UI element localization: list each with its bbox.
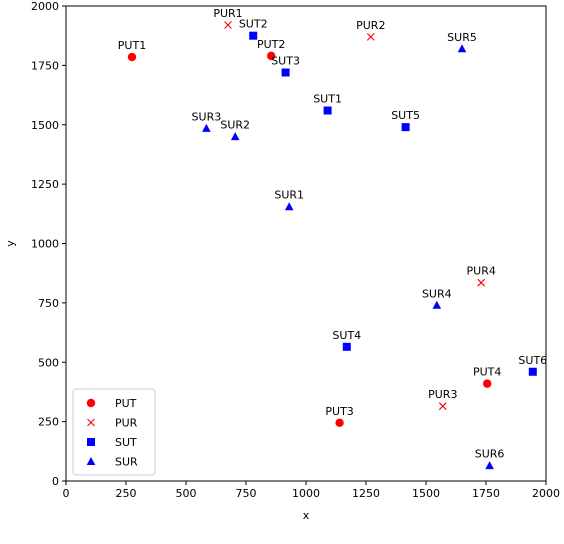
legend-box [72, 388, 156, 476]
point-labels: PUT1 PUT2 PUT3 PUT4 PUR1 PUR2 PUR3 PUR4 SUT1 SUT2… [118, 7, 547, 461]
point-label-sut6: SUT6 [518, 354, 547, 367]
legend-marker-put [86, 398, 96, 408]
data-point-pur2 [366, 32, 375, 41]
data-point-put2 [267, 51, 276, 61]
point-label-pur3: PUR3 [428, 388, 457, 401]
point-label-sur4: SUR4 [422, 287, 452, 300]
data-point-sur6 [485, 461, 494, 470]
data-point-sut4 [342, 342, 351, 351]
point-label-sut4: SUT4 [332, 329, 361, 342]
point-label-pur4: PUR4 [467, 265, 496, 278]
legend-marker-sur [86, 457, 96, 465]
x-tick-label: 500 [176, 487, 197, 500]
data-point-sur2 [230, 132, 240, 141]
data-point-sur4 [432, 300, 442, 309]
legend-label-put: PUT [115, 397, 137, 410]
plot-frame [65, 5, 547, 482]
legend-label-pur: PUR [115, 417, 138, 430]
data-point-sur3 [202, 123, 211, 132]
data-point-pur3 [438, 402, 447, 411]
point-label-sut2: SUT2 [239, 18, 268, 31]
data-point-put1 [127, 52, 137, 62]
axis-ticks: 0 250 500 750 1000 1250 1500 1750 2000 0 250 500 750… [31, 0, 560, 500]
y-tick-label: 750 [38, 297, 59, 310]
y-tick-label: 2000 [31, 0, 59, 13]
y-tick-label: 1000 [31, 238, 59, 251]
data-marks [127, 21, 537, 470]
point-label-put1: PUT1 [118, 39, 146, 52]
legend-marker-pur [87, 418, 95, 427]
point-label-sut5: SUT5 [391, 109, 420, 122]
x-tick-label: 750 [236, 487, 257, 500]
point-label-put3: PUT3 [325, 405, 353, 418]
point-label-pur2: PUR2 [356, 19, 385, 32]
y-tick-label: 1500 [31, 119, 59, 132]
x-tick-label: 250 [116, 487, 137, 500]
legend-marker-sut [87, 438, 95, 446]
y-tick-label: 1750 [31, 59, 59, 72]
y-tick-label: 500 [38, 356, 59, 369]
x-tick-label: 2000 [532, 487, 560, 500]
data-point-sut2 [249, 31, 258, 40]
data-point-sur1 [284, 202, 294, 211]
point-label-sur2: SUR2 [220, 119, 250, 132]
point-label-put2: PUT2 [257, 38, 285, 51]
point-label-sut3: SUT3 [271, 55, 300, 68]
x-tick-label: 1500 [412, 487, 440, 500]
x-tick-label: 0 [63, 487, 70, 500]
y-tick-label: 250 [38, 416, 59, 429]
point-label-pur1: PUR1 [213, 7, 242, 20]
x-tick-label: 1750 [472, 487, 500, 500]
x-tick-label: 1000 [292, 487, 320, 500]
data-point-put4 [483, 379, 492, 388]
y-tick-label: 0 [52, 475, 59, 488]
point-label-sur3: SUR3 [192, 110, 222, 123]
data-point-pur4 [477, 278, 486, 287]
data-point-sut5 [401, 123, 410, 132]
data-point-put3 [335, 418, 344, 428]
data-point-sur5 [457, 44, 467, 53]
point-label-sur6: SUR6 [475, 448, 505, 461]
data-point-sut1 [323, 106, 332, 115]
point-label-sur1: SUR1 [274, 189, 304, 202]
legend-label-sur: SUR [115, 456, 138, 469]
point-label-sut1: SUT1 [313, 93, 342, 106]
x-tick-label: 1250 [352, 487, 380, 500]
data-point-sut6 [528, 367, 537, 376]
point-label-sur5: SUR5 [447, 31, 477, 44]
data-point-pur1 [224, 21, 232, 29]
y-tick-label: 1250 [31, 178, 59, 191]
x-axis-label: x [303, 509, 310, 522]
y-axis-label: y [4, 240, 17, 247]
legend-label-sut: SUT [115, 436, 137, 449]
point-label-put4: PUT4 [473, 366, 501, 379]
data-point-sut3 [281, 68, 290, 77]
legend: PUT PUR SUT SUR [72, 388, 156, 476]
